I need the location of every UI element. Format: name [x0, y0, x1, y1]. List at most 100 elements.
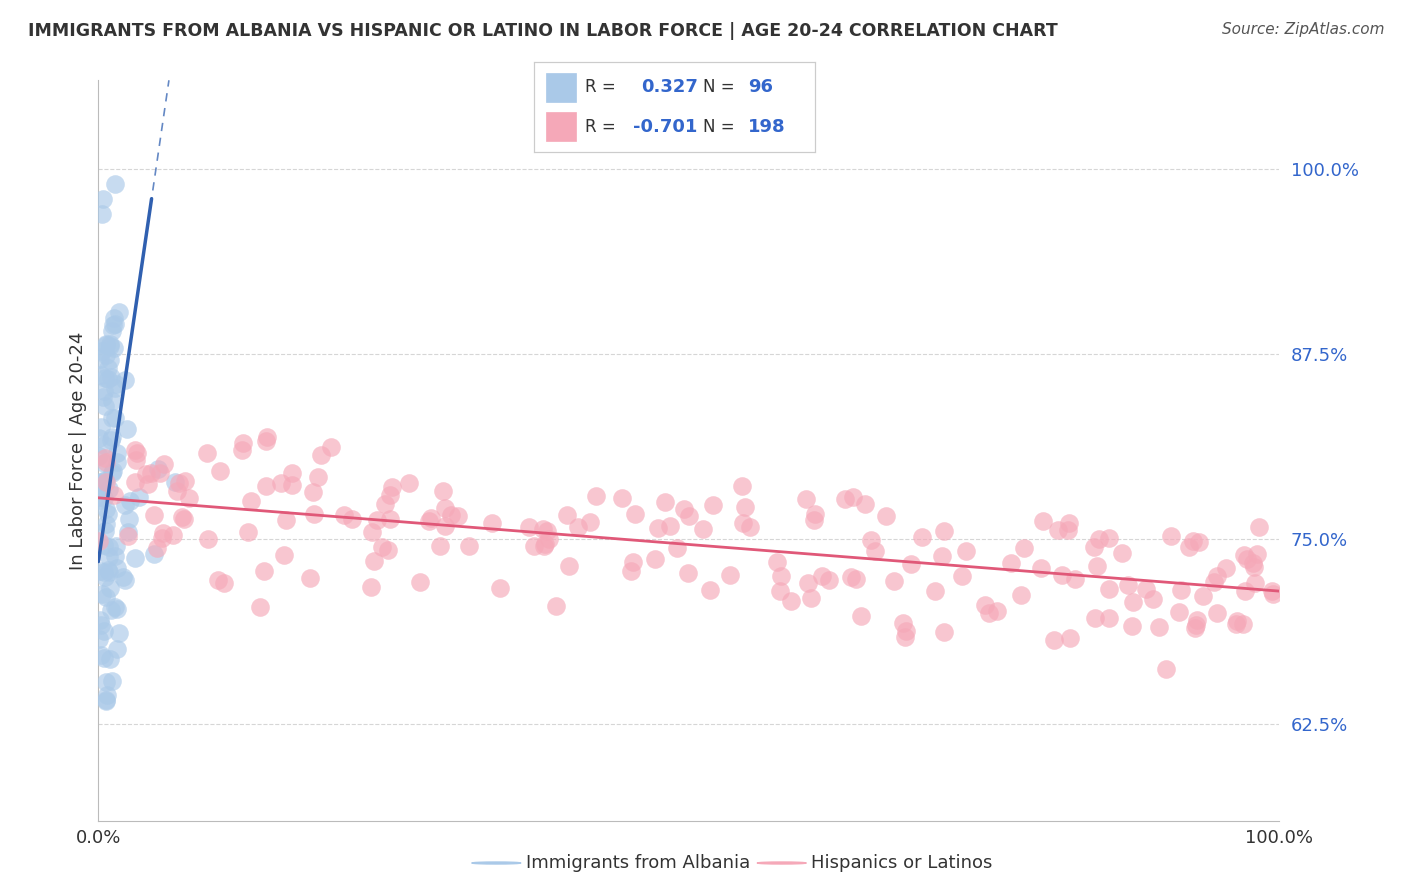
Point — [481, 516, 503, 531]
Point — [1059, 631, 1081, 645]
Point — [986, 604, 1008, 618]
Y-axis label: In Labor Force | Age 20-24: In Labor Force | Age 20-24 — [69, 331, 87, 570]
Point — [1084, 611, 1107, 625]
Point — [125, 446, 148, 460]
Point — [105, 539, 128, 553]
Point — [93, 624, 115, 638]
Point — [433, 518, 456, 533]
Point — [865, 544, 887, 558]
Point — [731, 478, 754, 492]
Point — [94, 524, 117, 538]
Point — [98, 352, 121, 367]
Point — [93, 538, 115, 552]
Point — [101, 430, 124, 444]
Point — [875, 508, 897, 523]
Point — [558, 559, 581, 574]
Point — [678, 566, 700, 581]
Point — [672, 502, 695, 516]
Point — [333, 508, 356, 522]
Point — [89, 352, 111, 367]
Point — [89, 534, 111, 549]
Point — [93, 651, 115, 665]
Point — [104, 411, 127, 425]
Point — [89, 475, 111, 490]
Point — [101, 318, 124, 333]
Point — [89, 613, 111, 627]
Point — [796, 491, 818, 506]
Point — [1206, 607, 1229, 621]
Point — [974, 598, 997, 612]
Point — [166, 483, 188, 498]
Circle shape — [471, 862, 520, 864]
Point — [842, 491, 865, 505]
Point — [1043, 632, 1066, 647]
Point — [98, 339, 121, 353]
Point — [104, 600, 127, 615]
Point — [105, 445, 128, 459]
Point — [796, 575, 818, 590]
Point — [94, 451, 117, 466]
Point — [544, 599, 567, 614]
Point — [1121, 618, 1143, 632]
Point — [309, 448, 332, 462]
Point — [409, 575, 432, 590]
Point — [231, 442, 253, 457]
Point — [97, 563, 120, 577]
Point — [125, 453, 148, 467]
Point — [429, 539, 451, 553]
Point — [517, 519, 540, 533]
Point — [270, 476, 292, 491]
Point — [94, 455, 117, 469]
Text: R =: R = — [585, 78, 616, 96]
Point — [93, 565, 115, 579]
Point — [149, 467, 172, 481]
Point — [620, 564, 643, 578]
Point — [654, 494, 676, 508]
Point — [733, 516, 755, 530]
Point — [107, 641, 129, 656]
Point — [1260, 584, 1282, 599]
Point — [143, 508, 166, 523]
Point — [162, 528, 184, 542]
Point — [114, 573, 136, 587]
Point — [1246, 547, 1268, 561]
Point — [1185, 613, 1208, 627]
Point — [380, 488, 402, 502]
Point — [103, 341, 125, 355]
Point — [101, 465, 124, 479]
Point — [894, 630, 917, 644]
Point — [658, 519, 681, 533]
Point — [1233, 548, 1256, 562]
Point — [307, 470, 329, 484]
Point — [256, 430, 278, 444]
Point — [167, 475, 190, 490]
Point — [1263, 587, 1285, 601]
Point — [91, 587, 114, 601]
Point — [692, 522, 714, 536]
Point — [845, 572, 868, 586]
Text: Hispanics or Latinos: Hispanics or Latinos — [811, 854, 993, 872]
Point — [240, 493, 263, 508]
Point — [173, 512, 195, 526]
Point — [1236, 551, 1258, 566]
Point — [148, 462, 170, 476]
Point — [96, 338, 118, 352]
Point — [531, 522, 554, 536]
Point — [93, 384, 115, 399]
Point — [398, 475, 420, 490]
Point — [534, 537, 557, 551]
Point — [273, 548, 295, 562]
Point — [363, 554, 385, 568]
Point — [610, 491, 633, 506]
Point — [979, 607, 1001, 621]
Point — [1184, 617, 1206, 632]
Point — [135, 467, 157, 481]
Point — [94, 348, 117, 362]
Point — [1116, 578, 1139, 592]
Point — [1154, 662, 1177, 676]
Point — [955, 544, 977, 558]
Point — [93, 475, 115, 489]
Point — [104, 318, 127, 332]
Point — [738, 520, 761, 534]
Point — [378, 512, 401, 526]
